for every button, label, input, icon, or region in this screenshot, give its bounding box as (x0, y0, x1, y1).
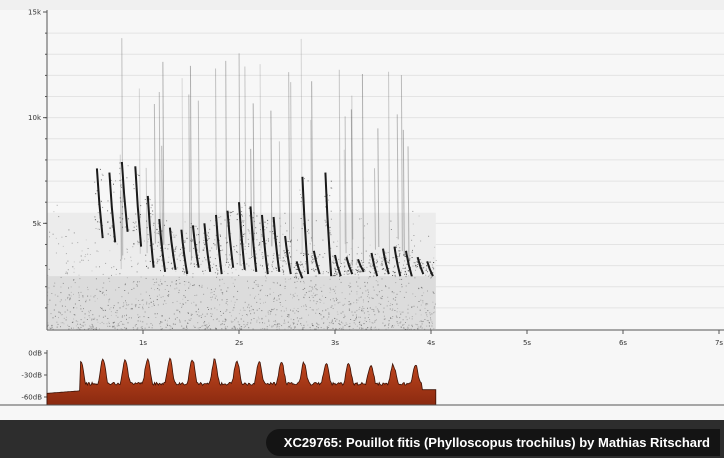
recording-caption: XC29765: Pouillot fitis (Phylloscopus tr… (265, 429, 720, 456)
amplitude-canvas[interactable]: 0dB -30dB -60dB (0, 345, 724, 420)
top-band (0, 0, 724, 10)
amplitude-panel[interactable]: 0dB -30dB -60dB (0, 345, 724, 420)
time-tick-label: 7s (715, 339, 723, 345)
time-tick-label: 5s (523, 339, 531, 345)
time-tick-label: 4s (427, 339, 435, 345)
spectrogram-streaks (119, 38, 410, 270)
spectrogram-canvas[interactable]: 15k 10k 5k 1s 2s 3s 4s 5s 6s 7s (0, 0, 724, 345)
time-tick-label: 2s (235, 339, 243, 345)
time-tick-label: 3s (331, 339, 339, 345)
amplitude-tick-label: -60dB (21, 394, 42, 402)
time-tick-label: 1s (139, 339, 147, 345)
spectrogram-syllables (94, 161, 435, 280)
amplitude-tick-label: -30dB (21, 372, 42, 380)
time-tick-label: 6s (619, 339, 627, 345)
frequency-tick-label: 5k (32, 220, 41, 228)
frequency-tick-label: 10k (28, 114, 42, 122)
frequency-tick-label: 15k (28, 9, 42, 17)
amplitude-tick-label: 0dB (28, 350, 42, 358)
amplitude-envelope (46, 357, 437, 406)
spectrogram-panel[interactable]: 15k 10k 5k 1s 2s 3s 4s 5s 6s 7s (0, 0, 724, 345)
